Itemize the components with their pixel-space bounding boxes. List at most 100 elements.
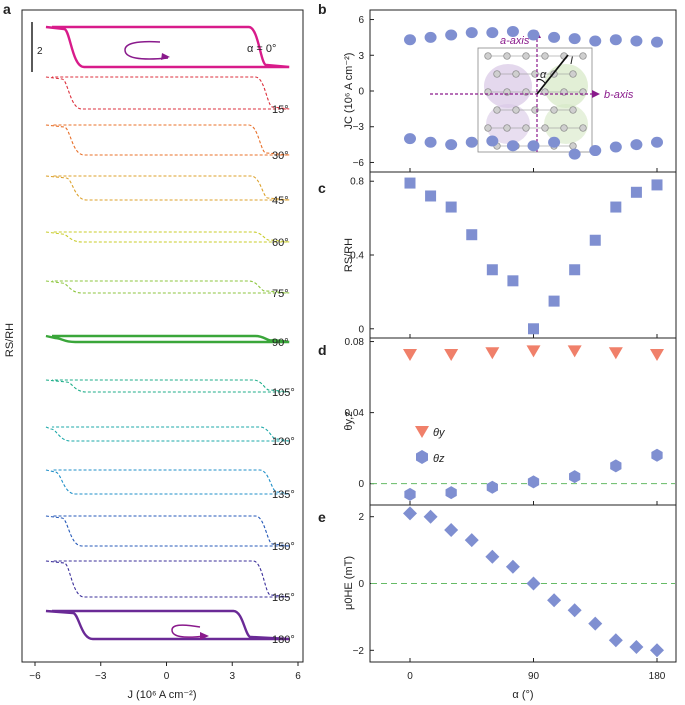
- panel-a-xticks: −6 −3 0 3 6: [29, 662, 301, 682]
- x-tick-label: 3: [229, 671, 235, 682]
- jc-point: [486, 27, 499, 39]
- y-tick-label: −6: [353, 158, 365, 169]
- atom: [541, 124, 549, 132]
- y-tick-label: 3: [358, 51, 364, 62]
- hysteresis-trace: 105°: [45, 379, 295, 399]
- hysteresis-trace: 75°: [45, 280, 290, 300]
- jc-point: [609, 34, 622, 46]
- panel-c: [369, 171, 677, 339]
- x-tick-label: 180: [649, 671, 666, 682]
- trace-label: 75°: [272, 288, 289, 300]
- trace-curve: [45, 175, 290, 201]
- rs-rh-point: [528, 323, 539, 335]
- atom: [579, 124, 587, 132]
- atom: [560, 124, 568, 132]
- panel-a-ylabel: RS/RH: [4, 323, 16, 357]
- theta-y-point: [485, 347, 500, 360]
- jc-point: [486, 135, 499, 147]
- trace-curve: [45, 280, 290, 294]
- theta-z-point: [651, 448, 663, 462]
- mu0he-point: [403, 506, 417, 521]
- atom: [569, 142, 577, 150]
- jc-point: [651, 136, 663, 148]
- panel-a-frame: [21, 9, 304, 663]
- hysteresis-trace: 135°: [45, 469, 295, 501]
- trace-label: 150°: [272, 541, 295, 553]
- trace-curve: [45, 124, 290, 156]
- right-chart-marks: 6 3 0 −3 −6 0.8 0.4 0 0.08 0.04 0 2 0 −2 0 90 180: [345, 15, 675, 682]
- mu0he-point: [650, 643, 664, 658]
- hysteresis-trace: 45°: [45, 175, 290, 207]
- trace-label: 45°: [272, 195, 289, 207]
- hysteresis-trace: 150°: [45, 515, 295, 553]
- trace-curve: [45, 334, 290, 344]
- hysteresis-trace: 180°: [45, 609, 295, 646]
- hysteresis-trace: 30°: [45, 124, 290, 162]
- legend-theta-z-label: θz: [433, 453, 445, 465]
- loop-arrow-top: [124, 40, 169, 60]
- trace-label: 165°: [272, 592, 295, 604]
- panel-d-ylabel: θy,z: [343, 411, 355, 430]
- trace-label: 135°: [272, 489, 295, 501]
- theta-z-point: [486, 480, 498, 494]
- inset-purple-blob: [484, 64, 532, 108]
- trace-curve: [45, 560, 290, 598]
- y-tick-label: 2: [358, 512, 364, 523]
- atom: [569, 70, 577, 78]
- trace-label: 15°: [272, 104, 289, 116]
- y-tick-label: −2: [353, 646, 365, 657]
- atom: [550, 106, 558, 114]
- mu0he-point: [567, 603, 582, 618]
- hysteresis-trace: 90°: [45, 334, 290, 349]
- jc-point: [548, 136, 561, 148]
- b-axis-arrow-icon: [592, 90, 600, 98]
- y-tick-label: 0: [358, 324, 364, 335]
- b-axis-label: b-axis: [604, 89, 634, 101]
- x-tick-label: 0: [407, 671, 413, 682]
- y-tick-label: −3: [353, 122, 365, 133]
- theta-y-point: [567, 345, 582, 358]
- y-tick-label: 0.8: [350, 177, 364, 188]
- current-label: I: [570, 55, 573, 67]
- trace-label: 105°: [272, 387, 295, 399]
- rs-rh-point: [445, 201, 457, 213]
- theta-z-point: [445, 486, 457, 500]
- panel-a-traces: α = 0° 15° 30° 45° 60° 75° 90° 105° 120° 135° 150°…: [45, 25, 295, 646]
- jc-point: [568, 148, 581, 160]
- rs-rh-point: [425, 190, 437, 202]
- atom: [522, 124, 530, 132]
- panel-marks: 2 0 −2: [353, 512, 675, 662]
- jc-point: [630, 139, 643, 151]
- mu0he-point: [629, 639, 644, 654]
- inset-purple-blob-2: [486, 104, 530, 144]
- jc-point: [506, 25, 519, 37]
- mu0he-point: [444, 523, 459, 538]
- jc-point: [506, 140, 519, 152]
- trace-curve: [45, 515, 290, 547]
- theta-y-point: [650, 348, 664, 361]
- hysteresis-trace: 15°: [45, 76, 290, 116]
- jc-point: [527, 140, 540, 152]
- atom: [522, 52, 530, 60]
- panel-e-ylabel: μ0HE (mT): [343, 556, 355, 610]
- rs-rh-point: [466, 229, 478, 241]
- y-tick-label: 6: [358, 15, 364, 26]
- mu0he-point: [485, 549, 500, 564]
- atom: [512, 70, 520, 78]
- trace-curve: [45, 231, 290, 243]
- panel-label-d: d: [318, 342, 327, 358]
- atom: [493, 70, 501, 78]
- mu0he-point: [588, 616, 603, 631]
- trace-curve: [45, 469, 290, 495]
- trace-label: 120°: [272, 436, 295, 448]
- mu0he-point: [608, 633, 623, 648]
- rs-rh-point: [404, 177, 416, 189]
- current-direction-line: [536, 54, 569, 95]
- x-tick-label: −3: [95, 671, 107, 682]
- arrow-head-top-icon: [161, 53, 170, 60]
- crystal-inset: a-axis b-axis α I: [430, 30, 634, 153]
- y-tick-label: 0.04: [345, 408, 365, 419]
- jc-point: [445, 139, 458, 151]
- trace-label: 30°: [272, 150, 289, 162]
